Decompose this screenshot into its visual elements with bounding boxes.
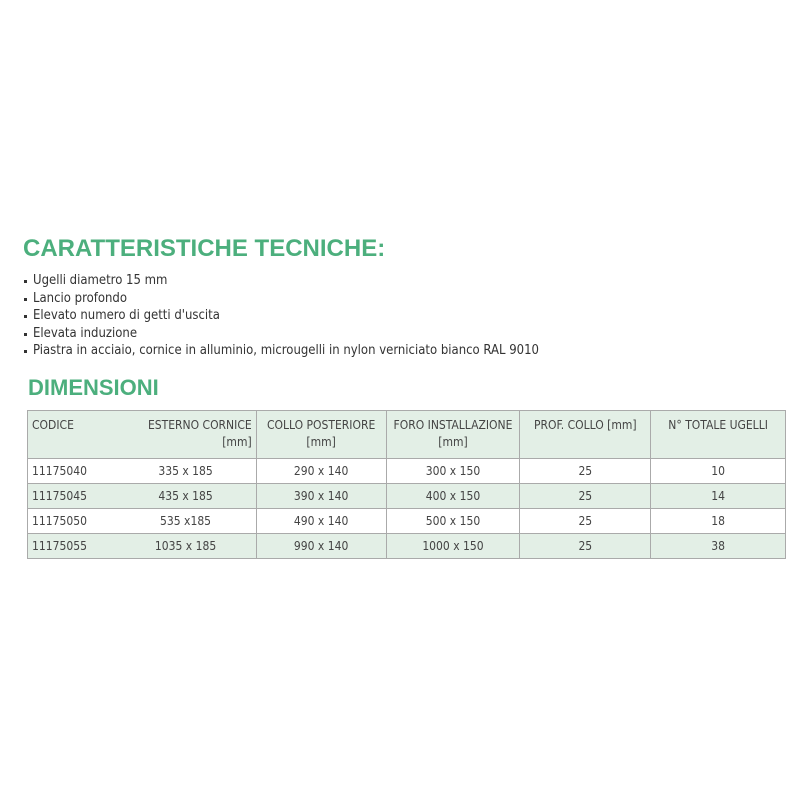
table-cell: 11175055 <box>27 533 116 559</box>
table-cell: 25 <box>519 483 652 509</box>
table-cell: 10 <box>650 458 786 484</box>
list-item: Lancio profondo <box>24 290 539 308</box>
list-item: Elevata induzione <box>24 325 539 343</box>
header-cell: COLLO POSTERIORE [mm] <box>255 410 387 459</box>
list-item: Elevato numero di getti d'uscita <box>24 307 539 325</box>
table-cell: 11175045 <box>27 483 116 509</box>
table-cell: 14 <box>650 483 786 509</box>
table-cell: 535 x185 <box>115 508 257 534</box>
table-header-row: CODICE ESTERNO CORNICE [mm] COLLO POSTER… <box>27 410 786 459</box>
table-cell: 990 x 140 <box>255 533 387 559</box>
table-cell: 38 <box>650 533 786 559</box>
list-item: Piastra in acciaio, cornice in alluminio… <box>24 342 539 360</box>
table-cell: 1035 x 185 <box>115 533 257 559</box>
table-row: 11175050 535 x185 490 x 140 500 x 150 25… <box>27 508 786 534</box>
dimensions-table: CODICE ESTERNO CORNICE [mm] COLLO POSTER… <box>27 410 786 559</box>
features-list: Ugelli diametro 15 mm Lancio profondo El… <box>24 272 539 360</box>
table-cell: 290 x 140 <box>255 458 387 484</box>
table-cell: 25 <box>519 533 652 559</box>
section-title-features: CARATTERISTICHE TECNICHE: <box>23 235 386 262</box>
table-row: 11175040 335 x 185 290 x 140 300 x 150 2… <box>27 458 786 484</box>
header-cell: PROF. COLLO [mm] <box>519 410 652 459</box>
header-cell: ESTERNO CORNICE [mm] <box>115 410 257 459</box>
table-cell: 490 x 140 <box>255 508 387 534</box>
header-cell: N° TOTALE UGELLI <box>650 410 786 459</box>
table-cell: 1000 x 150 <box>385 533 521 559</box>
table-cell: 390 x 140 <box>255 483 387 509</box>
header-cell: FORO INSTALLAZIONE [mm] <box>385 410 521 459</box>
table-row: 11175055 1035 x 185 990 x 140 1000 x 150… <box>27 533 786 559</box>
table-cell: 11175050 <box>27 508 116 534</box>
header-cell: CODICE <box>27 410 116 459</box>
section-title-dimensions: DIMENSIONI <box>28 375 159 400</box>
table-cell: 435 x 185 <box>115 483 257 509</box>
table-cell: 25 <box>519 458 652 484</box>
table-cell: 335 x 185 <box>115 458 257 484</box>
table-cell: 18 <box>650 508 786 534</box>
table-cell: 400 x 150 <box>385 483 521 509</box>
table-cell: 300 x 150 <box>385 458 521 484</box>
table-cell: 500 x 150 <box>385 508 521 534</box>
table-cell: 11175040 <box>27 458 116 484</box>
table-row: 11175045 435 x 185 390 x 140 400 x 150 2… <box>27 483 786 509</box>
list-item: Ugelli diametro 15 mm <box>24 272 539 290</box>
table-cell: 25 <box>519 508 652 534</box>
